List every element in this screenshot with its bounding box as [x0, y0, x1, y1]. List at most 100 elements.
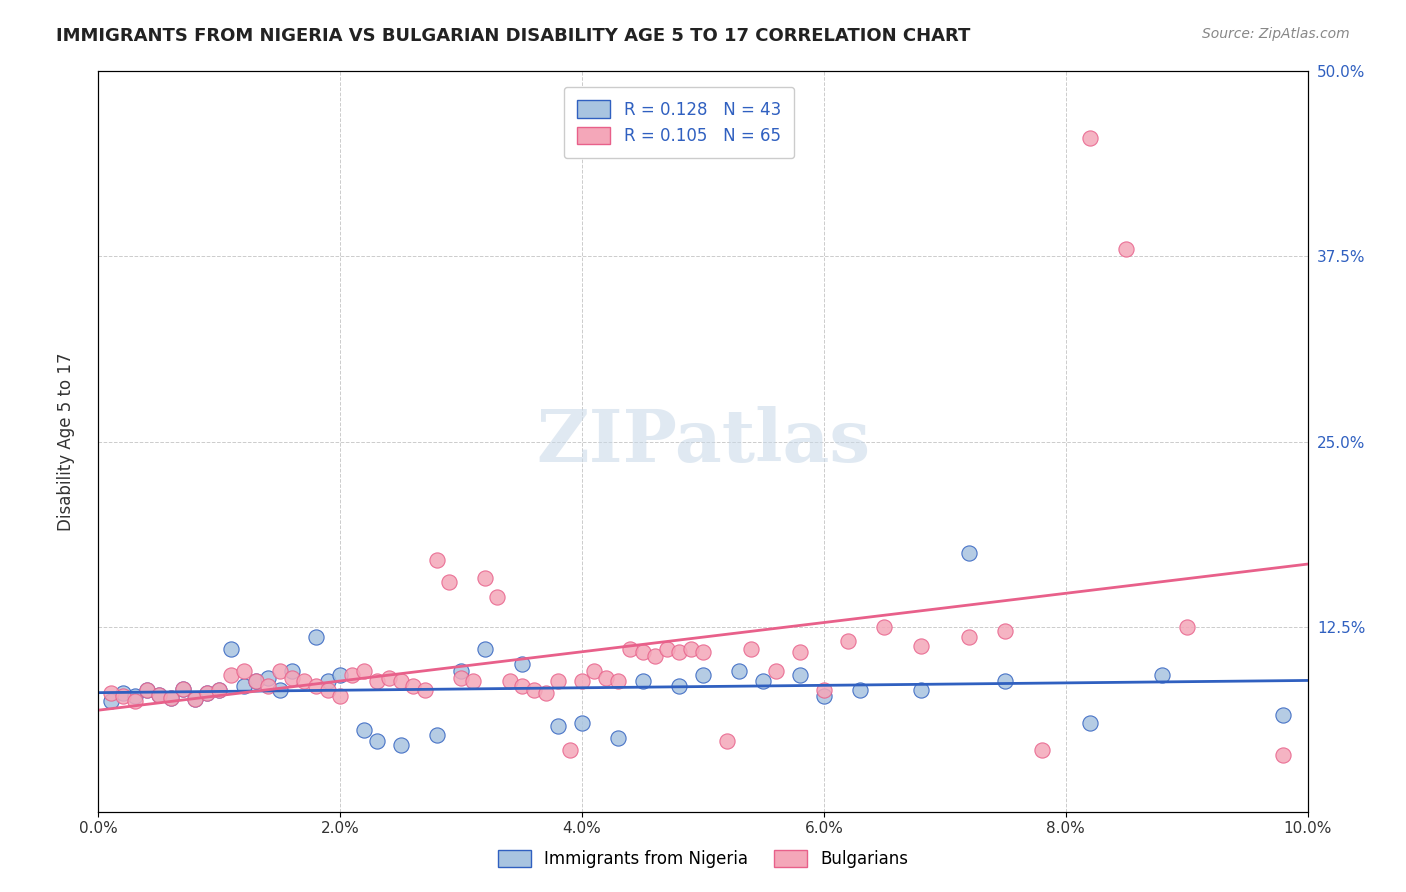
Point — [292, 674, 315, 689]
Point — [426, 553, 449, 567]
Point — [571, 674, 593, 689]
Point — [692, 668, 714, 682]
Point — [316, 683, 339, 698]
Point — [813, 690, 835, 704]
Point — [135, 683, 157, 698]
Point — [281, 672, 304, 686]
Point — [631, 645, 654, 659]
Point — [111, 690, 134, 704]
Point — [583, 664, 606, 678]
Point — [607, 731, 630, 745]
Legend: Immigrants from Nigeria, Bulgarians: Immigrants from Nigeria, Bulgarians — [491, 843, 915, 875]
Point — [813, 683, 835, 698]
Point — [342, 668, 364, 682]
Point — [148, 688, 170, 702]
Point — [474, 571, 496, 585]
Point — [124, 694, 146, 708]
Point — [221, 668, 243, 682]
Point — [994, 674, 1017, 689]
Point — [1031, 742, 1053, 756]
Point — [728, 664, 751, 678]
Point — [1078, 131, 1101, 145]
Point — [619, 641, 641, 656]
Point — [160, 690, 183, 705]
Point — [366, 674, 388, 689]
Point — [692, 645, 714, 659]
Point — [269, 664, 291, 678]
Point — [957, 630, 980, 644]
Point — [195, 686, 218, 700]
Point — [765, 664, 787, 678]
Point — [245, 674, 267, 689]
Point — [172, 681, 194, 696]
Point — [232, 679, 254, 693]
Point — [269, 683, 291, 698]
Point — [910, 683, 932, 698]
Point — [474, 641, 496, 656]
Point — [752, 674, 775, 689]
Point — [1272, 748, 1295, 763]
Point — [607, 674, 630, 689]
Point — [1078, 715, 1101, 730]
Point — [195, 686, 218, 700]
Point — [740, 641, 762, 656]
Point — [389, 738, 412, 752]
Point — [1272, 708, 1295, 723]
Point — [221, 641, 243, 656]
Point — [281, 664, 304, 678]
Point — [547, 674, 569, 689]
Point — [402, 679, 425, 693]
Point — [305, 679, 328, 693]
Point — [837, 634, 859, 648]
Point — [172, 681, 194, 696]
Legend: R = 0.128   N = 43, R = 0.105   N = 65: R = 0.128 N = 43, R = 0.105 N = 65 — [564, 87, 794, 159]
Point — [463, 674, 485, 689]
Point — [873, 619, 896, 633]
Point — [184, 692, 207, 706]
Point — [366, 733, 388, 747]
Text: Source: ZipAtlas.com: Source: ZipAtlas.com — [1202, 27, 1350, 41]
Point — [789, 645, 811, 659]
Point — [510, 679, 533, 693]
Point — [148, 688, 170, 702]
Point — [329, 690, 352, 704]
Point — [1175, 619, 1198, 633]
Point — [498, 674, 520, 689]
Point — [437, 575, 460, 590]
Point — [849, 683, 872, 698]
Point — [655, 641, 678, 656]
Point — [1115, 242, 1137, 256]
Point — [389, 674, 412, 689]
Y-axis label: Disability Age 5 to 17: Disability Age 5 to 17 — [56, 352, 75, 531]
Point — [124, 690, 146, 704]
Point — [595, 672, 617, 686]
Point — [100, 694, 122, 708]
Point — [329, 668, 352, 682]
Point — [957, 546, 980, 560]
Point — [631, 674, 654, 689]
Text: ZIPatlas: ZIPatlas — [536, 406, 870, 477]
Point — [558, 742, 581, 756]
Point — [426, 728, 449, 742]
Point — [413, 683, 436, 698]
Point — [571, 715, 593, 730]
Point — [668, 679, 690, 693]
Point — [100, 686, 122, 700]
Point — [135, 683, 157, 698]
Point — [353, 664, 375, 678]
Point — [377, 672, 399, 686]
Point — [994, 624, 1017, 638]
Text: IMMIGRANTS FROM NIGERIA VS BULGARIAN DISABILITY AGE 5 TO 17 CORRELATION CHART: IMMIGRANTS FROM NIGERIA VS BULGARIAN DIS… — [56, 27, 970, 45]
Point — [679, 641, 702, 656]
Point — [232, 664, 254, 678]
Point — [534, 686, 557, 700]
Point — [160, 690, 183, 705]
Point — [486, 590, 509, 604]
Point — [1152, 668, 1174, 682]
Point — [789, 668, 811, 682]
Point — [547, 719, 569, 733]
Point — [510, 657, 533, 671]
Point — [245, 674, 267, 689]
Point — [111, 686, 134, 700]
Point — [450, 672, 472, 686]
